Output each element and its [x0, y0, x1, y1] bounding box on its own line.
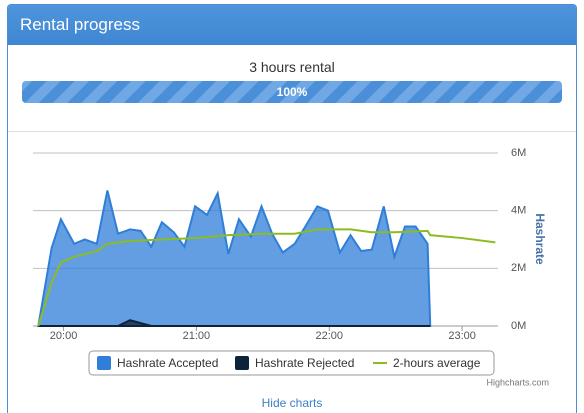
y-axis-title: Hashrate [533, 213, 547, 265]
legend-label: 2-hours average [393, 356, 481, 370]
line [37, 228, 496, 327]
legend-symbol [97, 356, 111, 370]
y-tick-label: 6M [511, 147, 526, 159]
hide-charts-link[interactable]: Hide charts [261, 396, 323, 410]
y-tick-label: 4M [511, 205, 526, 217]
legend-label: Hashrate Accepted [117, 356, 218, 370]
credits: Highcharts.com [486, 377, 549, 387]
y-tick-label: 2M [511, 262, 526, 274]
chart: Hashrate Highcharts.com 0M 2M 4M 6M 20:00 21:… [33, 147, 549, 387]
area [38, 319, 431, 327]
panel: Rental progress 3 hours rental 100% Hash… [7, 4, 577, 413]
x-tick-label: 23:00 [448, 330, 476, 342]
area [37, 190, 432, 327]
panel-header: Rental progress [8, 5, 576, 45]
y-tick-label: 0M [511, 320, 526, 332]
rental-title: 3 hours rental [249, 59, 335, 75]
separator [8, 131, 576, 132]
x-tick-label: 20:00 [50, 330, 78, 342]
x-tick-label: 21:00 [183, 330, 211, 342]
legend-label: Hashrate Rejected [255, 356, 354, 370]
progress-bar: 100% [22, 81, 562, 103]
x-tick-label: 22:00 [316, 330, 344, 342]
legend-box [88, 350, 495, 376]
legend-symbol [235, 356, 249, 370]
